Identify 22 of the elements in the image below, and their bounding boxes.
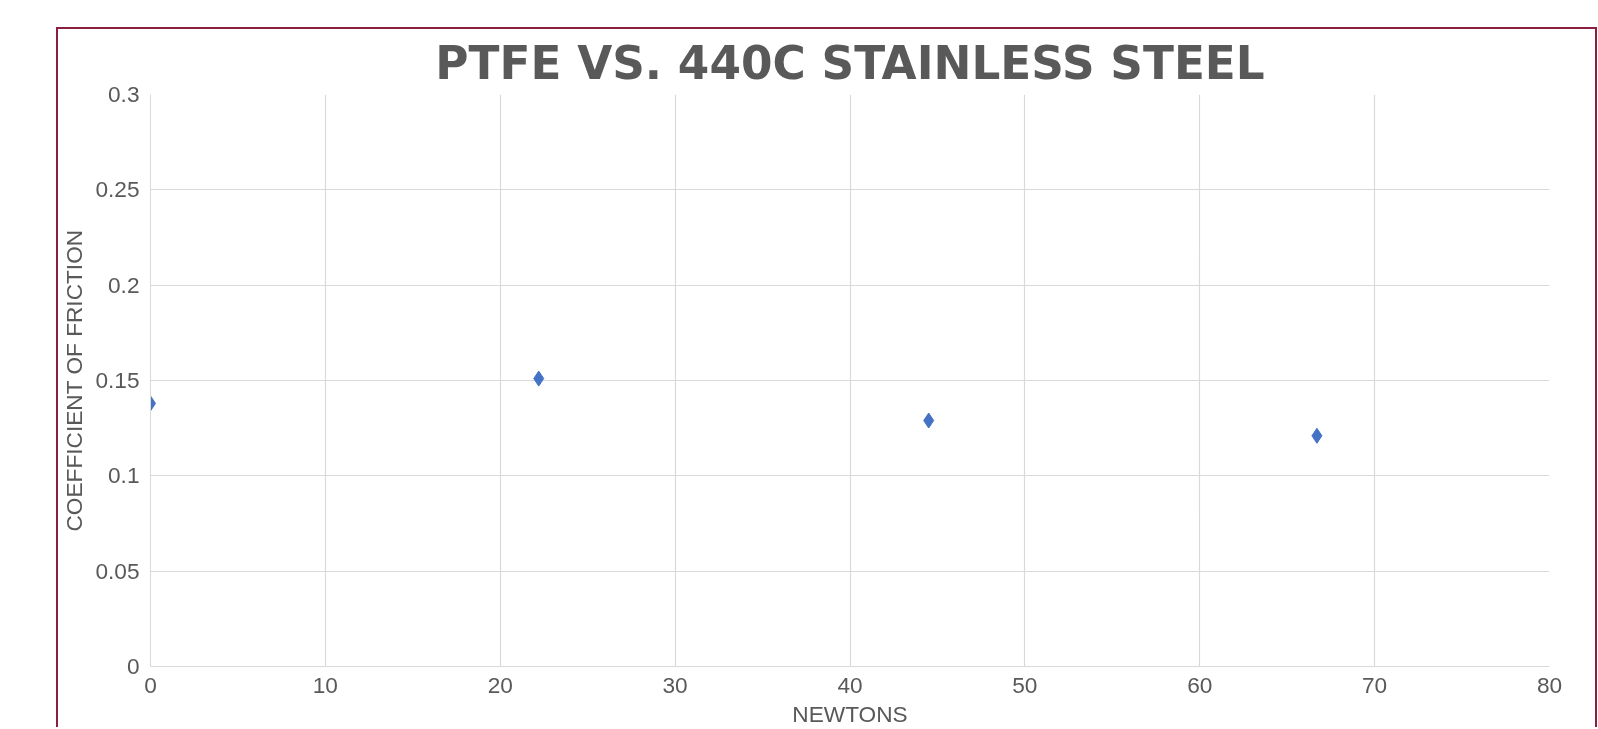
chart-title: PTFE VS. 440C STAINLESS STEEL: [435, 36, 1265, 90]
x-tick-label: 20: [487, 671, 513, 698]
point: [923, 412, 935, 429]
y-tick-label: 0.05: [95, 557, 140, 584]
y-tick-label: 0.15: [95, 367, 140, 393]
y-tick-label: 0.25: [95, 176, 140, 203]
x-axis-title: NEWTONS: [792, 700, 908, 727]
x-tick-label: 70: [1362, 671, 1388, 698]
x-tick-label: 50: [1012, 671, 1038, 698]
x-tick-label: 60: [1187, 671, 1213, 698]
point: [533, 370, 545, 387]
x-tick-label: 40: [837, 671, 863, 698]
x-tick-label: 10: [312, 671, 338, 698]
y-tick-label: 0.2: [108, 271, 140, 298]
y-axis-title: COEFFICIENT OF FRICTION: [61, 229, 88, 532]
y-tick-label: 0.3: [108, 81, 140, 107]
y-tick-label: 0.1: [108, 462, 140, 489]
y-tick-label: 0: [126, 653, 140, 679]
x-tick-label: 0: [144, 671, 157, 698]
x-tick-label: 80: [1536, 671, 1563, 698]
point: [1311, 427, 1323, 444]
x-tick-label: 30: [662, 671, 688, 698]
